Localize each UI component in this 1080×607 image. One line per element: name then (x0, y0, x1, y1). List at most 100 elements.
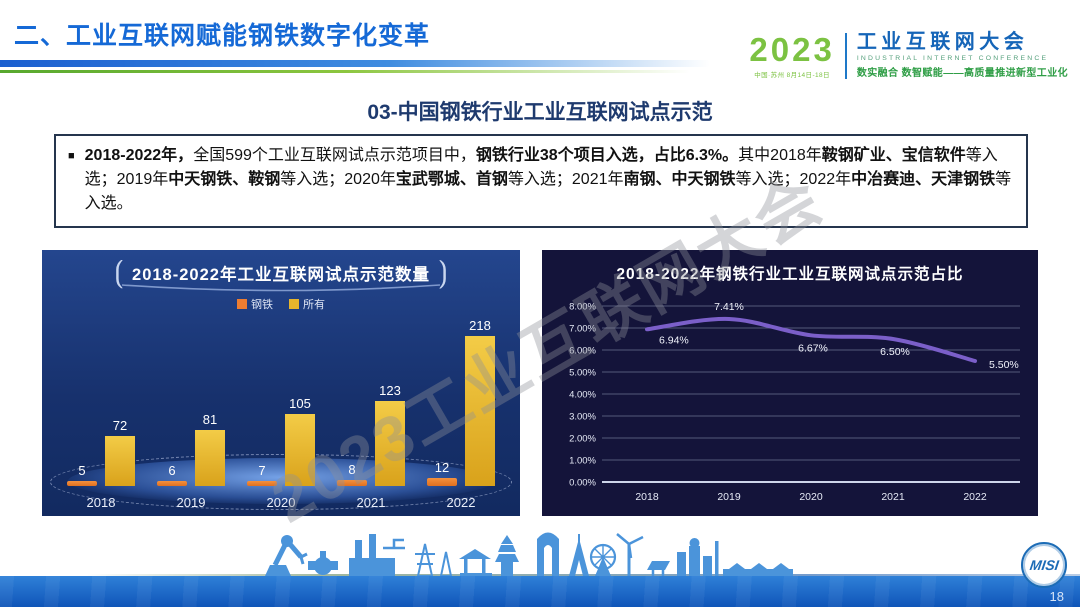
conference-logo-year-block: 2023 中国·苏州 8月14日-18日 (749, 33, 834, 79)
conference-name-en: INDUSTRIAL INTERNET CONFERENCE (856, 55, 1049, 62)
conference-logo: 2023 中国·苏州 8月14日-18日 工业互联网大会 INDUSTRIAL … (749, 32, 1068, 79)
bar-group: 12 218 (416, 316, 506, 486)
bar-steel (427, 478, 457, 486)
info-strong: 钢铁行业38个项目入选，占比6.3%。 (475, 147, 739, 164)
bar-all (465, 336, 495, 486)
legend-swatch-all (289, 299, 299, 309)
y-tick-label: 8.00% (569, 302, 596, 313)
bar-steel (337, 480, 367, 486)
point-label: 6.94% (659, 334, 689, 346)
bar-steel (247, 481, 277, 486)
charts-row: ⟮ 2018-2022年工业互联网试点示范数量 ⟯ 钢铁 所有 (42, 250, 1038, 516)
bar-group: 6 81 (146, 316, 236, 486)
bar-all (285, 414, 315, 486)
ratio-line-chart: 8.00% 7.00% 6.00% 5.00% 4.00% 3.00% 2.00% 1.00%… (569, 301, 1020, 503)
bar-all (375, 401, 405, 486)
bar-value-label: 81 (202, 412, 218, 427)
legend-item-all: 所有 (289, 296, 325, 312)
bar-column: 105 (285, 396, 315, 486)
point-label: 6.50% (880, 346, 910, 358)
title-swoosh-icon (121, 284, 441, 292)
x-tick-label: 2021 (881, 491, 905, 503)
y-tick-label: 6.00% (569, 346, 596, 357)
conference-venue: 中国·苏州 8月14日-18日 (754, 71, 830, 79)
bar-column: 7 (247, 463, 277, 486)
info-text: 2018-2022年，全国599个工业互联网试点示范项目中，钢铁行业38个项目入… (85, 144, 1012, 226)
conference-slogan: 数实融合 数智赋能——高质量推进新型工业化 (856, 68, 1068, 79)
y-tick-label: 4.00% (569, 390, 596, 401)
conference-name-cn: 工业互联网大会 (856, 31, 1029, 53)
y-tick-label: 0.00% (569, 478, 596, 489)
bar-column: 6 (157, 463, 187, 486)
info-strong: 鞍钢矿业、宝信软件 (821, 147, 966, 164)
bar-group: 7 105 (236, 316, 326, 486)
conference-year: 2023 (749, 30, 835, 68)
legend-label-steel: 钢铁 (251, 299, 273, 311)
bar-x-tick-label: 2021 (356, 495, 386, 510)
bar-x-tick-label: 2019 (176, 495, 206, 510)
bracket-left-icon: ⟮ (114, 256, 125, 289)
info-plain: 等入选；2019年 (84, 147, 998, 188)
page-number: 18 (1049, 589, 1064, 604)
x-tick-label: 2018 (635, 491, 659, 503)
bar-chart-panel: ⟮ 2018-2022年工业互联网试点示范数量 ⟯ 钢铁 所有 (42, 250, 520, 516)
bar-column: 5 (67, 463, 97, 486)
bar-all (105, 436, 135, 486)
legend-label-all: 所有 (303, 299, 325, 311)
info-plain: 等入选；2021年 (507, 171, 624, 188)
y-tick-label: 3.00% (569, 412, 596, 423)
trend-line (645, 316, 977, 363)
header-rule-blue (0, 60, 710, 67)
conference-name-block: 工业互联网大会 INDUSTRIAL INTERNET CONFERENCE 数… (857, 32, 1068, 79)
city-skyline-icon (265, 532, 793, 576)
info-plain: 全国599个工业互联网试点示范项目中， (193, 147, 476, 164)
point-label: 7.41% (714, 301, 744, 313)
bar-value-label: 7 (258, 463, 266, 478)
bracket-right-icon: ⟯ (437, 256, 448, 289)
bar-x-tick-label: 2020 (266, 495, 296, 510)
x-tick-label: 2020 (799, 491, 823, 503)
bar-column: 8 (337, 462, 367, 486)
legend-item-steel: 钢铁 (237, 296, 273, 312)
info-strong: 南钢、中天钢铁 (623, 171, 736, 188)
bar-xlabels: 2018 2019 2020 2021 2022 (56, 495, 506, 510)
section-subtitle: 03-中国钢铁行业工业互联网试点示范 (367, 101, 713, 124)
y-tick-label: 1.00% (569, 456, 596, 467)
info-strong: 宝武鄂城、首钢 (395, 171, 508, 188)
bar-group: 5 72 (56, 316, 146, 486)
info-plain: 等入选；2020年 (280, 171, 396, 188)
bar-value-label: 12 (434, 460, 450, 475)
line-chart-title: 2018-2022年钢铁行业工业互联网试点示范占比 (616, 266, 964, 283)
info-plain: 等入选。 (84, 171, 1012, 212)
info-strong: 中冶赛迪、天津钢铁 (851, 171, 996, 188)
y-tick-label: 7.00% (569, 324, 596, 335)
bar-column: 81 (195, 412, 225, 486)
y-tick-label: 2.00% (569, 434, 596, 445)
y-tick-label: 5.00% (569, 368, 596, 379)
misi-logo: MISI (1021, 542, 1067, 588)
bar-value-label: 6 (168, 463, 176, 478)
bar-column: 72 (105, 418, 135, 486)
line-chart-panel: 2018-2022年钢铁行业工业互联网试点示范占比 8.00% 7.00% 6.00… (542, 250, 1038, 516)
point-label: 6.67% (798, 342, 828, 354)
bar-x-tick-label: 2022 (446, 495, 476, 510)
bottom-wave-band (0, 576, 1080, 607)
point-label: 5.50% (989, 359, 1019, 371)
bar-chart-title: 2018-2022年工业互联网试点示范数量 (132, 265, 430, 284)
platform-ellipse (68, 458, 494, 504)
logo-divider (844, 32, 847, 79)
bar-groups: 5 72 6 81 7 105 8 123 12 218 (56, 316, 506, 486)
bar-steel (157, 481, 187, 486)
bar-value-label: 72 (112, 418, 128, 433)
bar-value-label: 105 (289, 396, 311, 411)
page-title: 二、工业互联网赋能钢铁数字化变革 (14, 22, 431, 50)
bar-steel (67, 481, 97, 486)
bar-value-label: 8 (348, 462, 356, 477)
bar-value-label: 5 (78, 463, 86, 478)
info-strong: 2018-2022年， (84, 147, 194, 164)
bar-group: 8 123 (326, 316, 416, 486)
bar-plot-area: 5 72 6 81 7 105 8 123 12 218 2018 2019 2020 2021 2022 (42, 314, 520, 512)
bar-column: 218 (465, 318, 495, 486)
x-tick-label: 2019 (717, 491, 741, 503)
